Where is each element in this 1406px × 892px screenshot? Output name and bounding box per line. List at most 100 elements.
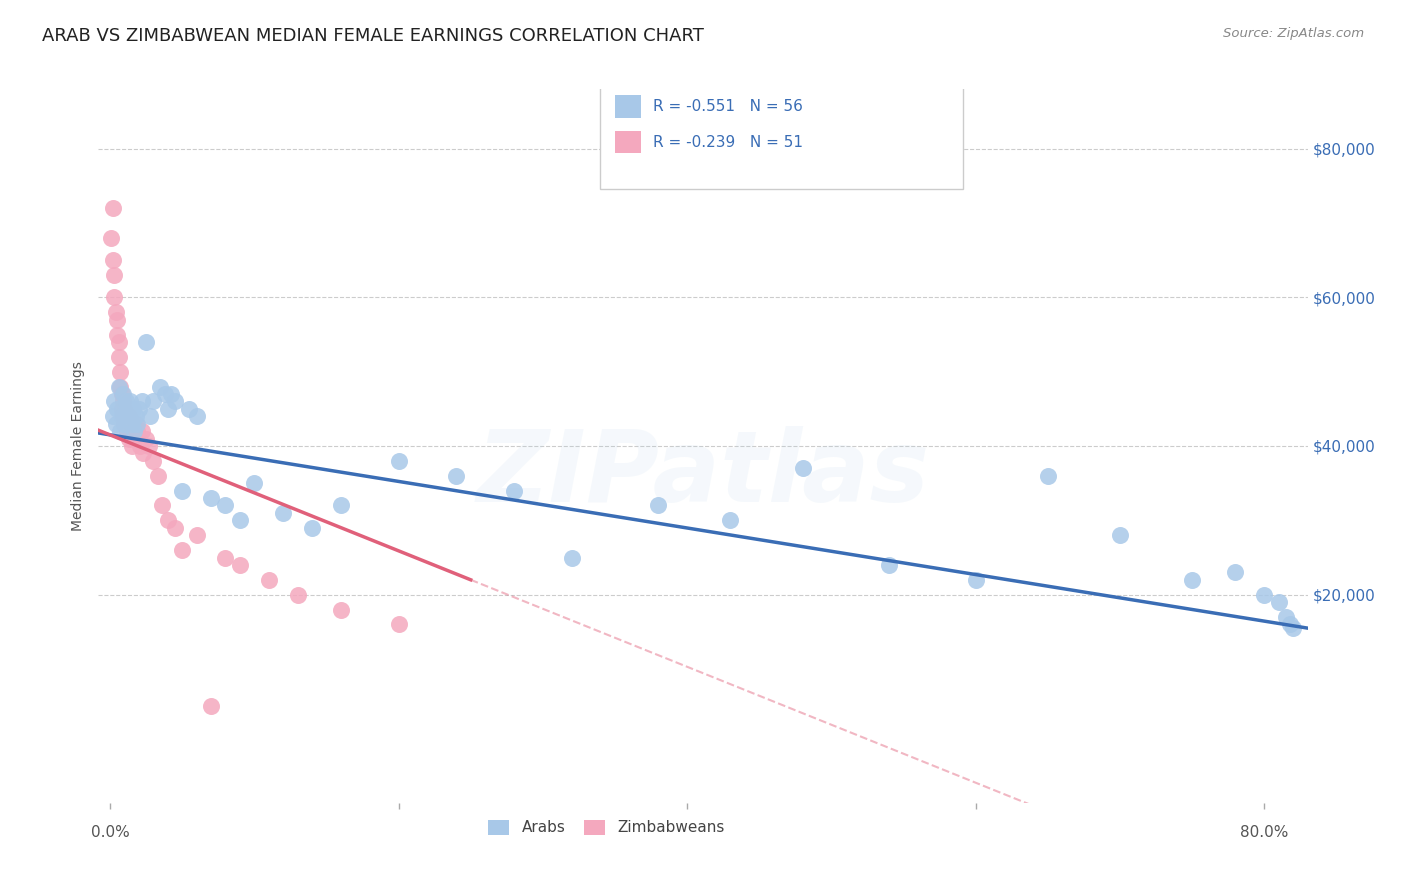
Point [110,409,132,424]
Point [329,499,352,513]
Point [877,558,900,572]
Point [125,417,148,431]
Point [200,699,222,714]
Point [142,454,165,468]
Point [121,417,143,431]
Point [125,409,148,424]
Point [214,550,236,565]
Point [117,401,139,416]
Point [150,499,173,513]
Point [112,417,135,431]
Point [186,409,208,424]
Point [1275,610,1298,624]
Point [128,401,150,416]
Point [108,365,131,379]
Point [186,528,208,542]
Point [1282,621,1305,635]
Point [287,588,309,602]
Point [129,439,152,453]
Point [111,409,134,424]
Point [110,387,132,401]
Point [122,424,145,438]
Point [387,454,409,468]
Point [163,521,186,535]
Point [1181,573,1204,587]
Point [120,424,142,438]
Point [128,432,150,446]
Bar [600,86,963,189]
Point [179,401,201,416]
Point [107,350,129,364]
Point [229,558,252,572]
Point [135,334,157,349]
Point [146,468,169,483]
Text: R = -0.239   N = 51: R = -0.239 N = 51 [654,135,803,150]
Text: 0.0%: 0.0% [90,825,129,840]
Point [118,409,141,424]
Point [1267,595,1289,609]
Point [105,327,128,342]
Point [387,617,409,632]
Point [172,483,194,498]
Point [124,424,146,438]
Point [156,401,179,416]
Point [138,439,160,453]
Point [122,401,145,416]
Point [561,550,583,565]
Point [117,417,139,431]
Point [111,394,134,409]
Point [301,521,323,535]
Point [446,468,468,483]
Point [229,513,252,527]
Point [200,491,222,505]
Point [104,417,127,431]
Point [107,334,129,349]
Point [121,417,143,431]
Point [156,513,179,527]
Point [159,387,181,401]
Point [103,394,125,409]
Point [127,417,149,431]
Point [111,387,134,401]
Point [503,483,526,498]
Point [114,409,136,424]
Point [108,424,131,438]
Point [104,305,127,319]
Point [120,417,142,431]
Text: 80.0%: 80.0% [1240,825,1288,840]
Point [120,394,142,409]
Point [118,409,141,424]
Point [1109,528,1132,542]
Point [101,253,124,268]
Point [718,513,741,527]
Point [142,394,165,409]
Y-axis label: Median Female Earnings: Median Female Earnings [72,361,86,531]
Point [101,409,124,424]
Point [101,201,124,215]
Point [163,394,186,409]
Bar [614,95,641,118]
Point [132,446,155,460]
Point [271,506,294,520]
Legend: Arabs, Zimbabweans: Arabs, Zimbabweans [482,814,731,841]
Text: ARAB VS ZIMBABWEAN MEDIAN FEMALE EARNINGS CORRELATION CHART: ARAB VS ZIMBABWEAN MEDIAN FEMALE EARNING… [42,27,704,45]
Point [100,231,122,245]
Bar [614,130,641,153]
Point [103,290,125,304]
Point [139,409,162,424]
Point [1036,468,1059,483]
Point [965,573,987,587]
Point [112,401,135,416]
Point [329,602,352,616]
Point [792,461,814,475]
Point [131,394,153,409]
Point [110,401,132,416]
Point [107,379,129,393]
Point [124,432,146,446]
Point [149,379,172,393]
Text: R = -0.551   N = 56: R = -0.551 N = 56 [654,99,803,114]
Point [131,424,153,438]
Point [103,268,125,282]
Point [172,543,194,558]
Text: ZIPatlas: ZIPatlas [477,426,929,523]
